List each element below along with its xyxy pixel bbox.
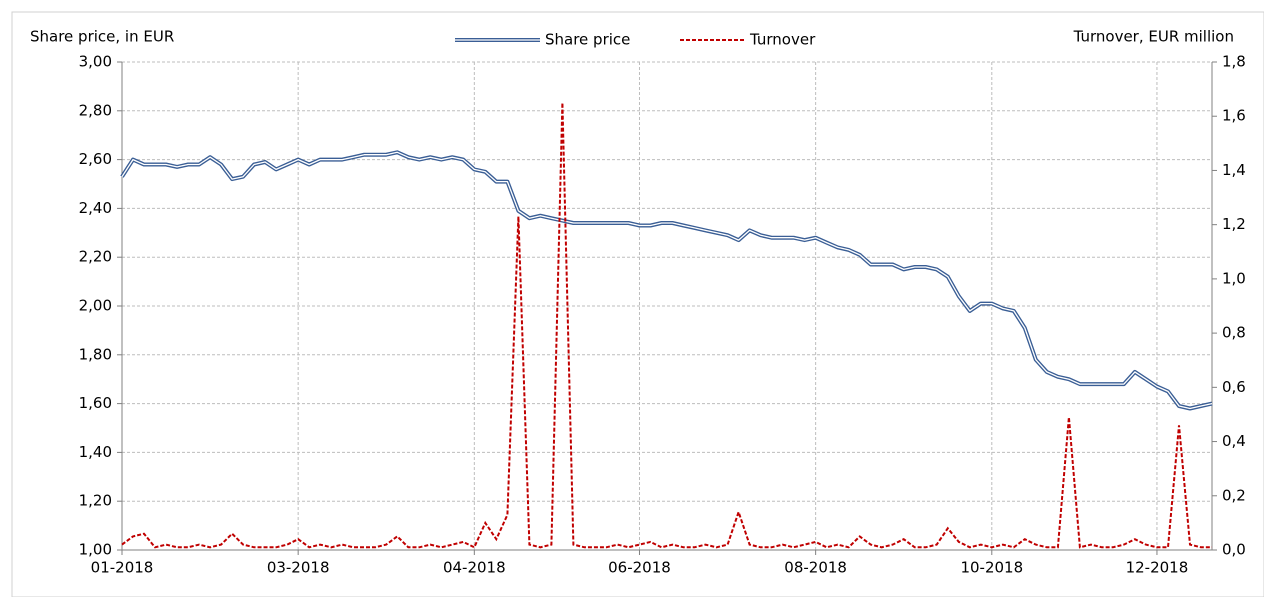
y-tick-label: 2,00: [79, 297, 112, 315]
x-tick-label: 04-2018: [443, 559, 506, 577]
y-tick-label: 1,80: [79, 345, 112, 363]
y-tick-label: 1,60: [79, 394, 112, 412]
y2-tick-label: 0,0: [1222, 541, 1246, 559]
x-tick-label: 06-2018: [608, 559, 671, 577]
y2-tick-label: 1,4: [1222, 161, 1246, 179]
y-tick-label: 1,00: [79, 541, 112, 559]
chart-frame: [11, 11, 1264, 597]
y-tick-label: 2,80: [79, 101, 112, 119]
x-tick-label: 12-2018: [1126, 559, 1189, 577]
y2-axis-label: Turnover, EUR million: [1073, 28, 1234, 46]
legend-label: Share price: [545, 31, 630, 49]
y-axis-label: Share price, in EUR: [30, 28, 174, 46]
y-tick-label: 1,20: [79, 492, 112, 510]
x-tick-label: 01-2018: [91, 559, 154, 577]
x-tick-label: 08-2018: [784, 559, 847, 577]
x-tick-label: 03-2018: [267, 559, 330, 577]
y2-tick-label: 1,2: [1222, 215, 1246, 233]
y2-tick-label: 1,0: [1222, 269, 1246, 287]
series-line-inner: [121, 151, 1213, 410]
y2-tick-label: 0,8: [1222, 324, 1246, 342]
y-tick-label: 2,20: [79, 248, 112, 266]
y2-tick-label: 0,2: [1222, 486, 1246, 504]
y2-tick-label: 0,6: [1222, 378, 1246, 396]
y-tick-label: 3,00: [79, 53, 112, 71]
y2-tick-label: 1,6: [1222, 107, 1246, 125]
legend-label: Turnover: [749, 31, 816, 49]
y2-tick-label: 0,4: [1222, 432, 1246, 450]
y-tick-label: 2,40: [79, 199, 112, 217]
y-tick-label: 2,60: [79, 150, 112, 168]
x-tick-label: 10-2018: [960, 559, 1023, 577]
y-tick-label: 1,40: [79, 443, 112, 461]
series-line: [121, 102, 1212, 549]
y2-tick-label: 1,8: [1222, 53, 1246, 71]
